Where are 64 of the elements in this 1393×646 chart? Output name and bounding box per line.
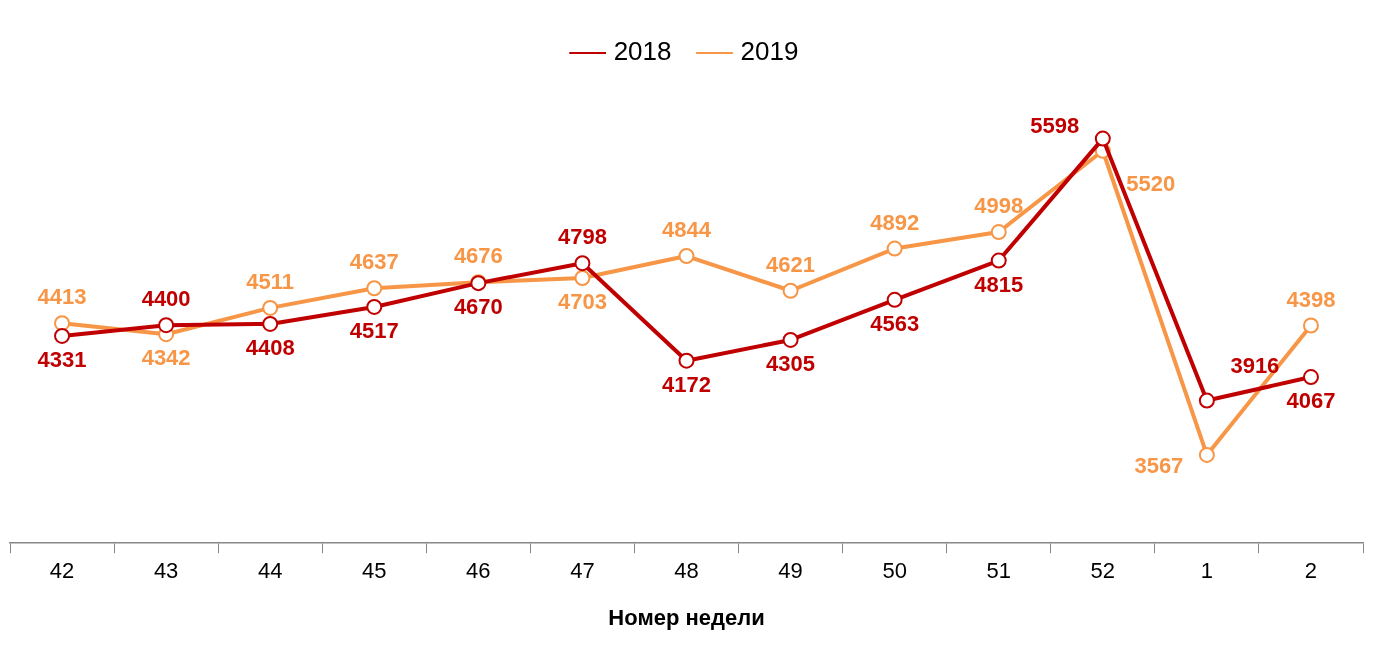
point [54,315,71,332]
data-label: 4305 [766,351,816,377]
data-label: 4408 [245,334,295,360]
legend-label: 2018 [613,36,672,67]
x-tick-label: 1 [1200,558,1214,584]
data-label: 4400 [141,286,191,312]
point [158,317,175,334]
data-label: 4844 [662,217,712,243]
x-tick-label: 52 [1090,558,1116,584]
x-tick-label: 49 [778,558,803,584]
point [366,280,383,297]
data-label: 4517 [349,318,399,344]
data-label: 4413 [37,284,87,310]
point [1198,392,1215,409]
point [1302,369,1319,386]
x-tick-label: 51 [986,558,1011,584]
data-label: 4637 [349,249,399,275]
point [1198,446,1215,463]
data-label: 4676 [453,243,503,269]
point [782,331,799,348]
data-label: 4331 [37,346,87,372]
legend-label: 2019 [740,36,799,67]
data-label: 4798 [557,224,607,250]
data-label: 4998 [974,193,1024,219]
data-label: 4670 [453,294,503,320]
point [1302,317,1319,334]
x-tick-label: 2 [1304,558,1318,584]
data-label: 4342 [141,345,191,371]
data-label: 4815 [974,271,1024,297]
point [1094,130,1111,147]
point [990,252,1007,269]
point [262,299,279,316]
data-label: 4067 [1286,388,1336,414]
x-tick-label: 45 [362,558,387,584]
data-label: 5598 [1030,112,1080,138]
data-label: 4892 [870,209,920,235]
x-tick-label: 43 [153,558,179,584]
x-tick-label: 48 [674,558,699,584]
data-label: 4398 [1286,286,1336,312]
point [782,282,799,299]
data-label: 4511 [246,268,295,294]
data-label: 5520 [1126,170,1176,196]
data-label: 3567 [1134,452,1184,478]
point [366,298,383,315]
point [574,255,591,272]
x-axis-title: Номер недели [608,604,765,630]
x-tick-label: 50 [882,558,907,584]
x-tick-label: 42 [49,558,75,584]
point [54,327,71,344]
point [990,224,1007,241]
point [574,269,591,286]
data-label: 4621 [766,251,816,277]
data-label: 4563 [870,310,920,336]
point [886,240,903,257]
x-tick-label: 47 [570,558,595,584]
data-label: 3916 [1230,352,1280,378]
data-label: 4703 [557,289,607,315]
x-tick-label: 46 [466,558,491,584]
data-label: 4172 [662,371,711,397]
x-tick-label: 44 [257,558,283,584]
point [678,352,695,369]
point [678,248,695,265]
point [886,291,903,308]
point [262,315,279,332]
